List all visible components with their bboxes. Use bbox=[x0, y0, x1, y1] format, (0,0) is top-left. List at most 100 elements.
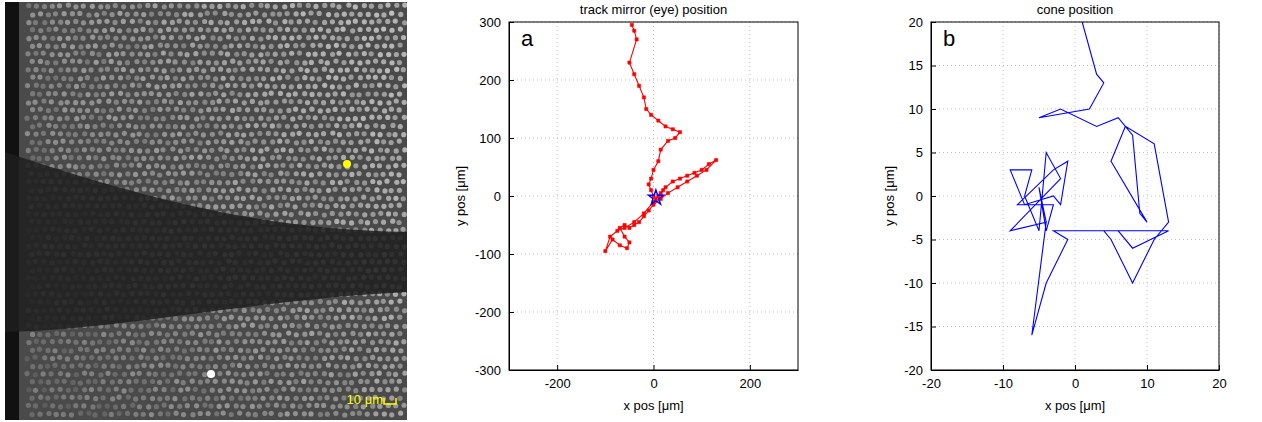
cone bbox=[294, 140, 299, 145]
cone bbox=[376, 35, 381, 40]
cone bbox=[337, 116, 342, 121]
cone bbox=[201, 68, 206, 73]
cone bbox=[289, 212, 294, 217]
cone bbox=[334, 172, 339, 177]
cone bbox=[274, 148, 279, 153]
cone bbox=[294, 315, 299, 320]
cone bbox=[238, 316, 243, 321]
cone bbox=[197, 60, 202, 65]
cone bbox=[197, 171, 202, 176]
cone bbox=[205, 172, 210, 177]
cone bbox=[30, 12, 35, 17]
cone bbox=[382, 43, 387, 48]
cone bbox=[137, 131, 142, 136]
cone bbox=[170, 146, 175, 151]
cone bbox=[158, 11, 163, 16]
cone bbox=[92, 124, 97, 129]
cone bbox=[238, 171, 243, 176]
cone bbox=[381, 26, 386, 31]
cone bbox=[341, 331, 346, 336]
cone bbox=[85, 171, 90, 176]
cone bbox=[161, 164, 166, 169]
cone bbox=[333, 91, 338, 96]
cone bbox=[270, 187, 275, 192]
cone bbox=[306, 164, 311, 169]
cone bbox=[197, 123, 202, 128]
cone bbox=[402, 147, 407, 152]
cone bbox=[221, 76, 226, 81]
cone bbox=[122, 84, 127, 89]
cone bbox=[117, 60, 122, 65]
cone bbox=[386, 52, 391, 57]
cone bbox=[260, 156, 265, 161]
cone bbox=[154, 99, 159, 104]
cone bbox=[198, 44, 203, 49]
cone bbox=[289, 68, 294, 73]
cone bbox=[290, 196, 295, 201]
cone bbox=[250, 164, 255, 169]
cone bbox=[116, 155, 121, 160]
cone bbox=[206, 140, 211, 145]
cone bbox=[241, 164, 246, 169]
cone bbox=[257, 82, 262, 87]
cone bbox=[197, 155, 202, 160]
cone bbox=[242, 51, 247, 56]
cone bbox=[330, 84, 335, 89]
cone bbox=[390, 123, 395, 128]
cone bbox=[221, 188, 226, 193]
cone bbox=[136, 179, 141, 184]
cone bbox=[229, 12, 234, 17]
cone bbox=[133, 332, 138, 337]
cone bbox=[402, 115, 407, 120]
cone bbox=[277, 75, 282, 80]
cone bbox=[321, 196, 326, 201]
cone bbox=[369, 323, 374, 328]
cone bbox=[262, 12, 267, 17]
cone bbox=[397, 138, 402, 143]
cone bbox=[182, 155, 187, 160]
cone bbox=[357, 60, 362, 65]
cone bbox=[266, 179, 271, 184]
cone bbox=[281, 307, 286, 312]
cone bbox=[330, 324, 335, 329]
cone bbox=[257, 308, 262, 313]
cone bbox=[382, 108, 387, 113]
cone bbox=[58, 20, 63, 25]
cone bbox=[234, 148, 239, 153]
cone bbox=[206, 60, 211, 65]
cone bbox=[193, 131, 198, 136]
cone bbox=[157, 172, 162, 177]
cone bbox=[170, 83, 175, 88]
cone bbox=[145, 115, 150, 120]
cone bbox=[286, 331, 291, 336]
cone bbox=[33, 51, 38, 56]
cone bbox=[337, 84, 342, 89]
cone bbox=[389, 60, 394, 65]
cone bbox=[101, 139, 106, 144]
cone bbox=[62, 124, 67, 129]
cone bbox=[305, 195, 310, 200]
cone bbox=[334, 315, 339, 320]
cone bbox=[41, 131, 46, 136]
cone bbox=[294, 188, 299, 193]
cone bbox=[394, 324, 399, 329]
cone bbox=[342, 12, 347, 17]
cone bbox=[130, 82, 135, 87]
cone bbox=[313, 179, 318, 184]
cone bbox=[134, 139, 139, 144]
cone bbox=[85, 75, 90, 80]
cone bbox=[341, 204, 346, 209]
cone bbox=[353, 19, 358, 24]
cone bbox=[309, 139, 314, 144]
cone bbox=[317, 331, 322, 336]
cone bbox=[186, 68, 191, 73]
cone bbox=[37, 92, 42, 97]
cone bbox=[113, 132, 118, 137]
cone bbox=[45, 44, 50, 49]
cone bbox=[194, 163, 199, 168]
cone bbox=[86, 139, 91, 144]
cone bbox=[145, 36, 150, 41]
cone bbox=[238, 139, 243, 144]
cone bbox=[46, 108, 51, 113]
cone bbox=[37, 75, 42, 80]
